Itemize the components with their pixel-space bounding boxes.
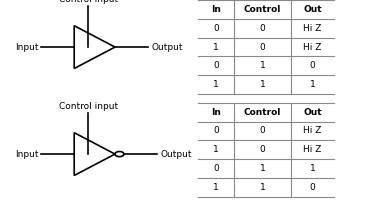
Text: Control: Control [244,108,281,117]
Text: 0: 0 [260,43,265,52]
Text: Output: Output [160,150,192,159]
Text: Output: Output [151,43,183,52]
Text: 1: 1 [260,80,265,89]
Text: 1: 1 [310,80,315,89]
Text: Control: Control [244,5,281,14]
Text: 1: 1 [260,183,265,192]
Text: In: In [211,5,221,14]
Text: 0: 0 [260,145,265,154]
Text: 0: 0 [213,164,219,173]
Text: Input: Input [16,150,39,159]
Text: Control input: Control input [59,102,118,111]
Text: 1: 1 [310,164,315,173]
Text: 0: 0 [310,183,315,192]
Text: 0: 0 [310,61,315,70]
Text: Hi Z: Hi Z [303,43,322,52]
Text: 1: 1 [213,43,219,52]
Text: 0: 0 [213,24,219,33]
Text: 1: 1 [213,80,219,89]
Text: 0: 0 [260,24,265,33]
Text: Hi Z: Hi Z [303,24,322,33]
Text: 1: 1 [260,61,265,70]
Text: Input: Input [16,43,39,52]
Text: 1: 1 [260,164,265,173]
Text: 1: 1 [213,183,219,192]
Text: Out: Out [303,5,322,14]
Text: In: In [211,108,221,117]
Text: Hi Z: Hi Z [303,145,322,154]
Text: 0: 0 [213,126,219,135]
Text: 0: 0 [213,61,219,70]
Text: Out: Out [303,108,322,117]
Text: 0: 0 [260,126,265,135]
Text: Hi Z: Hi Z [303,126,322,135]
Text: 1: 1 [213,145,219,154]
Text: Control input: Control input [59,0,118,4]
